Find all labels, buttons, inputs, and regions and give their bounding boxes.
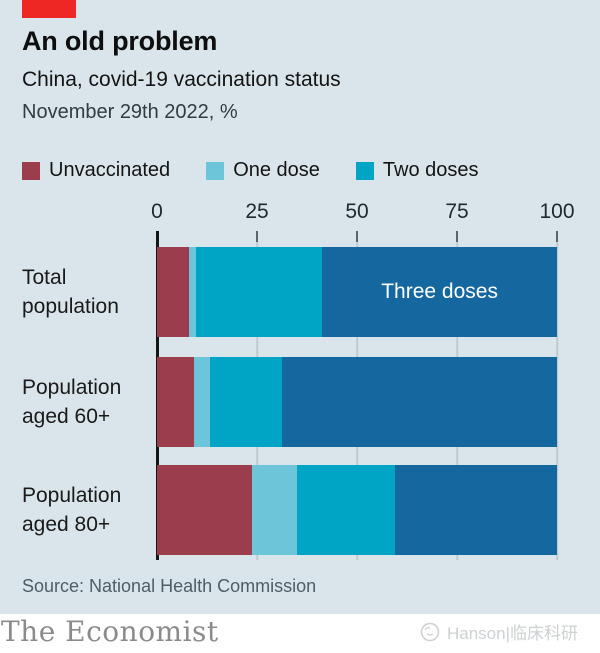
x-axis-tick-mark	[456, 231, 458, 242]
bar-segment-unvaccinated	[157, 247, 189, 337]
legend-swatch	[206, 161, 225, 180]
source-note: Source: National Health Commission	[22, 576, 317, 596]
legend-label: Unvaccinated	[49, 159, 171, 181]
x-axis-tick-label: 50	[345, 200, 369, 223]
watermark-text: Hanson|临床科研	[446, 624, 578, 643]
x-axis-tick-label: 75	[445, 200, 469, 223]
legend-item-one-dose: One dose	[206, 159, 320, 182]
bar-segment-three-doses	[394, 465, 557, 555]
legend-label: One dose	[233, 159, 320, 181]
bar-segment-one-dose	[189, 247, 197, 337]
legend-item-two-doses: Two doses	[355, 159, 479, 182]
bar-segment-unvaccinated	[157, 357, 195, 447]
legend-swatch	[22, 161, 40, 180]
stacked-bar-chart: 0 25 50 75 100 Total population Three doses Pop…	[0, 200, 600, 566]
x-axis-tick-mark	[356, 231, 358, 242]
legend-swatch	[355, 161, 374, 180]
bar-row: Three doses	[157, 247, 557, 337]
bar-segment-two-doses	[210, 357, 283, 447]
gridline	[556, 242, 558, 560]
legend-label: Two doses	[382, 159, 479, 181]
category-label: Total population	[22, 265, 119, 318]
bar-segment-unvaccinated	[157, 465, 253, 555]
chart-date-note: November 29th 2022, %	[22, 101, 238, 123]
legend-item-unvaccinated: Unvaccinated	[22, 159, 170, 182]
bar-segment-one-dose	[194, 357, 211, 447]
category-label: Population aged 60+	[22, 375, 122, 428]
watermark-logo-icon	[419, 621, 441, 643]
bar-segment-three-doses: Three doses	[322, 247, 557, 337]
bar-row	[157, 357, 557, 447]
economist-red-tab	[22, 0, 76, 18]
chart-title: An old problem	[22, 26, 218, 56]
bar-segment-two-doses	[196, 247, 323, 337]
x-axis-tick-mark	[256, 231, 258, 242]
bar-segment-two-doses	[296, 465, 395, 555]
bar-row	[157, 465, 557, 555]
x-axis-tick-label: 0	[151, 200, 163, 223]
bar-segment-three-doses	[282, 357, 557, 447]
economist-wordmark: The Economist	[1, 615, 219, 648]
x-axis-tick-mark	[556, 231, 558, 242]
x-axis-tick-label: 100	[539, 200, 575, 223]
watermark: Hanson|临床科研	[419, 619, 578, 644]
in-bar-annotation: Three doses	[381, 280, 498, 303]
x-axis-tick-label: 25	[245, 200, 269, 223]
bar-segment-one-dose	[252, 465, 297, 555]
legend: Unvaccinated One dose Two doses	[22, 159, 479, 182]
category-label: Population aged 80+	[22, 483, 122, 536]
chart-subtitle: China, covid-19 vaccination status	[22, 68, 341, 91]
